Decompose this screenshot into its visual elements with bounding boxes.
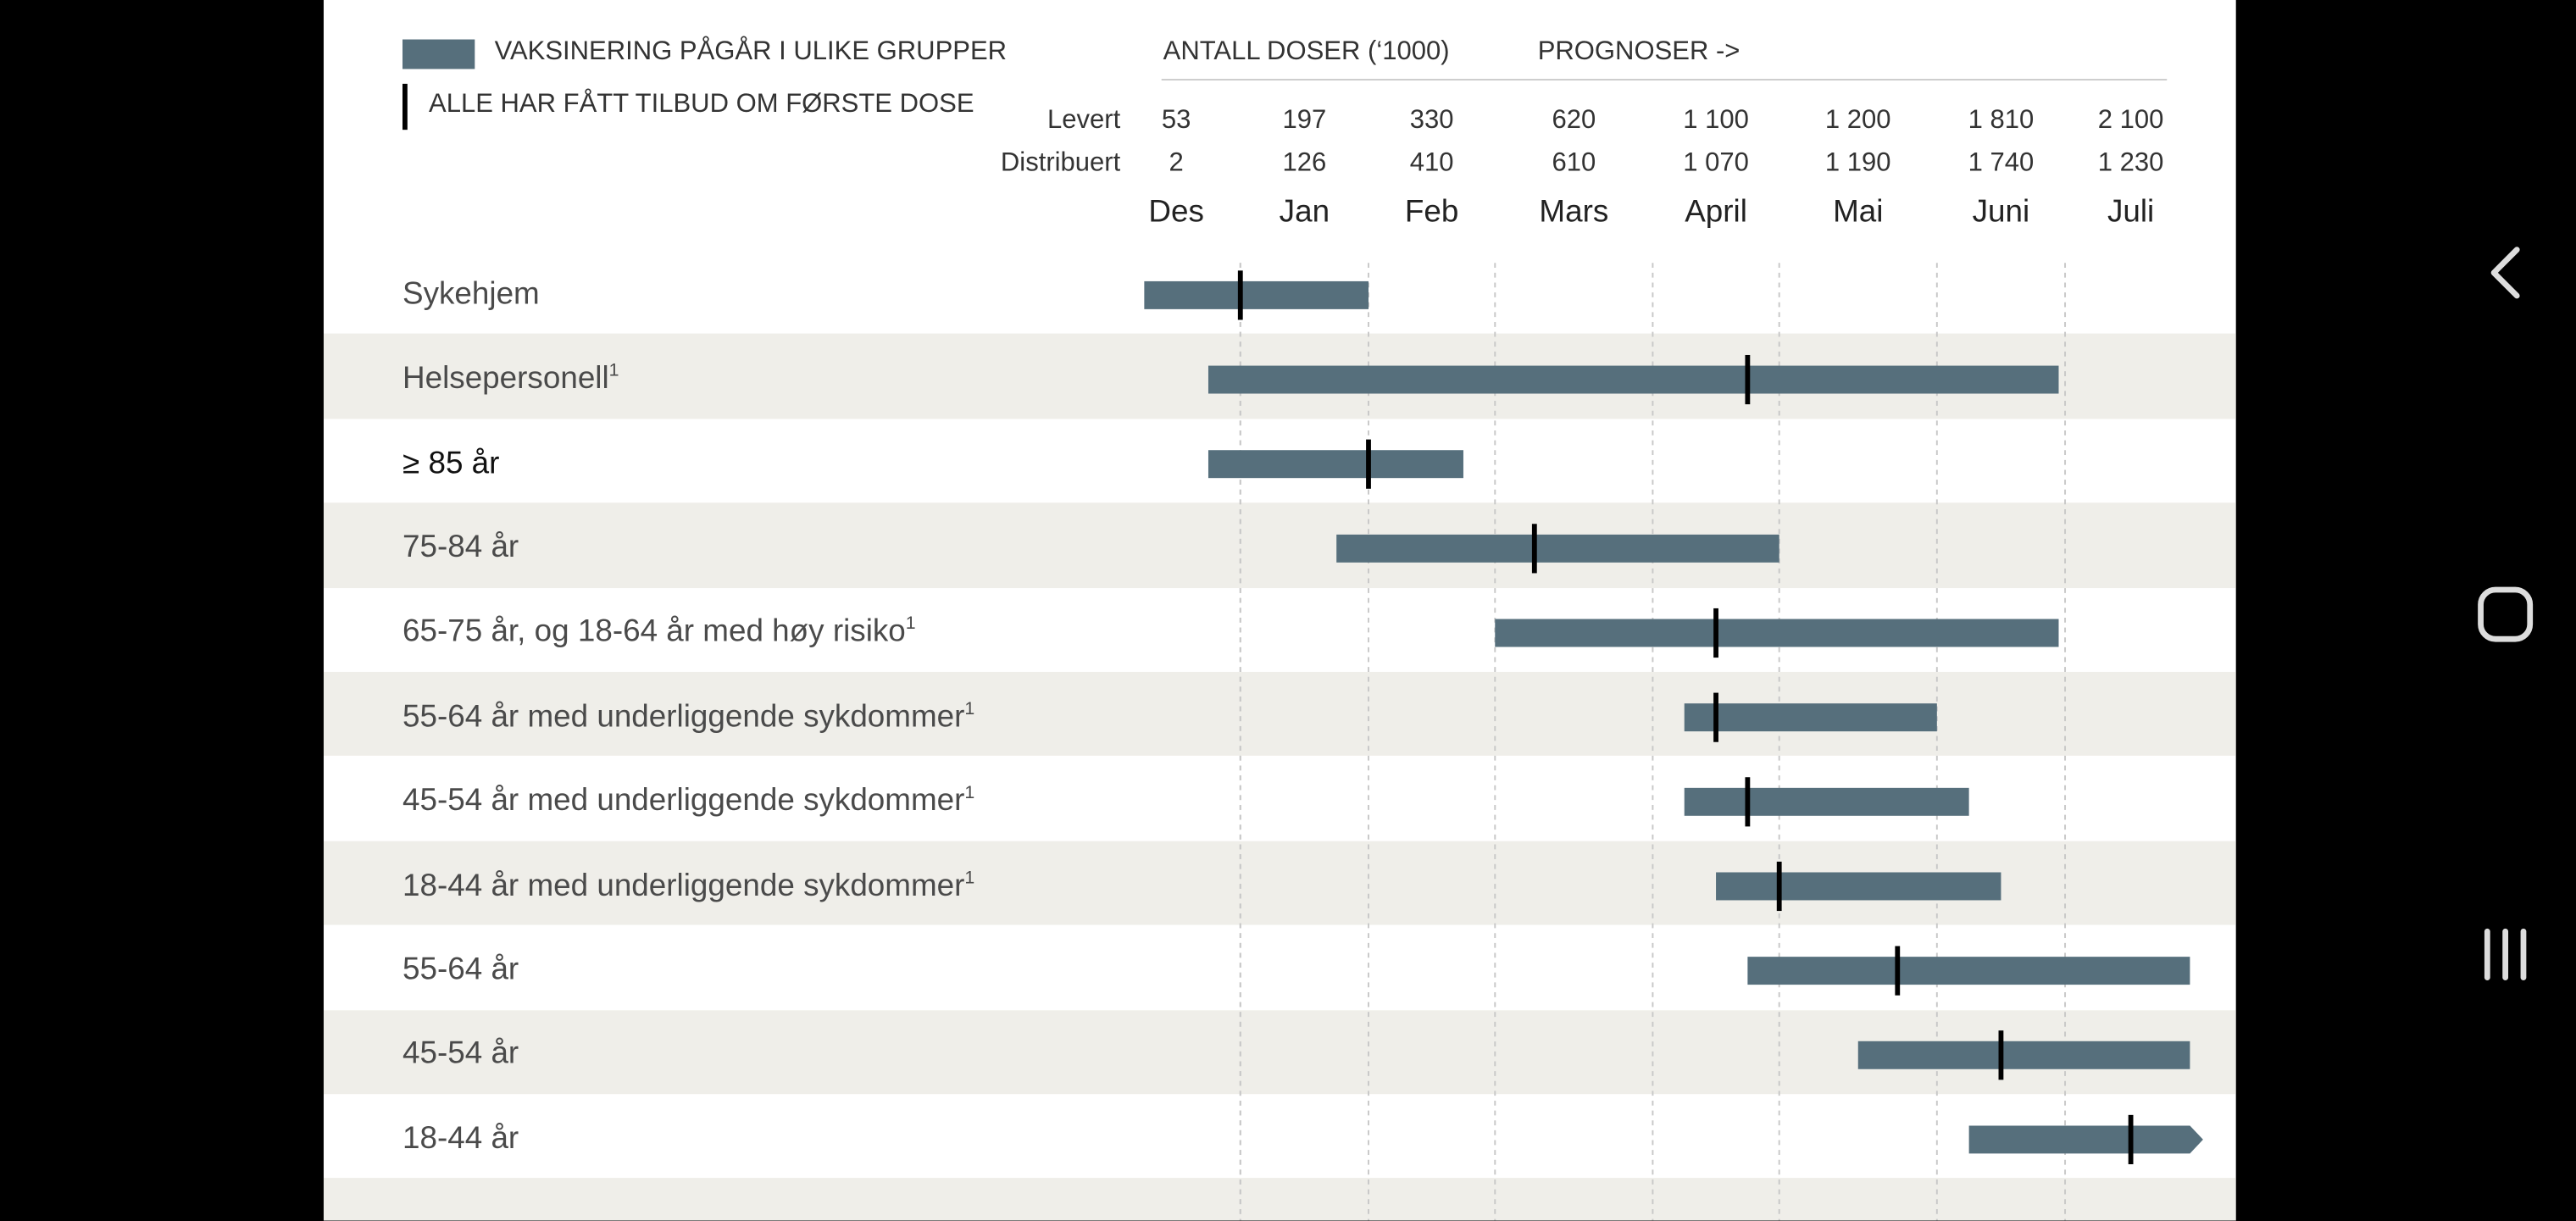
delivered-value: 1 200 (1824, 107, 1891, 135)
row-label-text: 55-64 år med underliggende sykdommer (402, 699, 965, 735)
delivered-value: 330 (1409, 107, 1454, 135)
header-divider (1161, 79, 2168, 81)
delivered-value: 620 (1552, 107, 1596, 135)
gantt-bar (1495, 619, 2059, 647)
row-label: Helsepersonell1 (402, 361, 619, 397)
gantt-bar (1336, 534, 1779, 563)
gantt-bar (1857, 1041, 2190, 1069)
forecast-title: PROGNOSER -> (1537, 37, 1740, 66)
row-band (323, 1178, 2236, 1221)
gantt-bar (1968, 1125, 2203, 1154)
first-dose-marker (1713, 608, 1718, 658)
delivered-label: Levert (1047, 107, 1121, 135)
legend-bar-swatch (402, 39, 475, 69)
month-label: Mars (1539, 195, 1609, 230)
month-label: Mai (1833, 195, 1884, 230)
delivered-value: 197 (1282, 107, 1327, 135)
month-label: April (1685, 195, 1747, 230)
row-label-text: Sykehjem (402, 277, 540, 312)
first-dose-marker (1745, 354, 1751, 405)
gantt-bar (1684, 703, 1937, 732)
gantt-bar (1684, 787, 1969, 816)
gantt-bar (1716, 872, 2001, 901)
distributed-label: Distribuert (1000, 149, 1121, 178)
month-label: Juli (2107, 195, 2155, 230)
row-label-text: 55-64 år (402, 952, 519, 987)
rounded-square-icon[interactable] (2474, 583, 2537, 646)
row-label: ≥ 85 år (402, 446, 499, 482)
legend-bar-label: VAKSINERING PÅGÅR I ULIKE GRUPPER (494, 37, 1008, 66)
first-dose-marker (1531, 524, 1537, 574)
first-dose-marker (1237, 270, 1243, 320)
distributed-value: 1 070 (1683, 149, 1749, 178)
three-bars-icon[interactable] (2478, 925, 2537, 985)
first-dose-marker (1745, 777, 1751, 827)
gantt-bar (1144, 280, 1369, 309)
footnote-marker: 1 (905, 614, 916, 635)
delivered-value: 1 100 (1683, 107, 1749, 135)
distributed-value: 2 (1169, 149, 1184, 178)
row-label: 18-44 år med underliggende sykdommer1 (402, 868, 974, 904)
legend-marker-label: ALLE HAR FÅTT TILBUD OM FØRSTE DOSE (429, 90, 974, 119)
row-label: 55-64 år med underliggende sykdommer1 (402, 699, 974, 735)
distributed-value: 610 (1552, 149, 1596, 178)
month-label: Jan (1279, 195, 1330, 230)
delivered-value: 1 810 (1968, 107, 2035, 135)
month-label: Feb (1404, 195, 1459, 230)
row-band (323, 502, 2236, 588)
chevron-left-icon[interactable] (2481, 243, 2530, 302)
vaccination-chart-panel: VAKSINERING PÅGÅR I ULIKE GRUPPER ALLE H… (323, 0, 2236, 1221)
first-dose-marker (1895, 946, 1901, 996)
gantt-bar (1208, 450, 1463, 479)
distributed-value: 126 (1282, 149, 1327, 178)
footnote-marker: 1 (964, 698, 975, 719)
row-label: 18-44 år (402, 1122, 519, 1158)
row-label-text: ≥ 85 år (402, 446, 500, 481)
legend-marker-swatch (402, 83, 408, 130)
row-label: 45-54 år (402, 1037, 519, 1074)
row-label: Sykehjem (402, 277, 540, 314)
row-label-text: 65-75 år, og 18-64 år med høy risiko (402, 614, 906, 650)
distributed-value: 1 740 (1968, 149, 2035, 178)
footnote-marker: 1 (608, 361, 619, 381)
distributed-value: 1 190 (1824, 149, 1891, 178)
first-dose-marker (1776, 861, 1782, 912)
row-label-text: 18-44 år (402, 1121, 519, 1157)
gantt-bar (1747, 957, 2190, 985)
first-dose-marker (2128, 1114, 2134, 1165)
row-label-text: 45-54 år med underliggende sykdommer (402, 784, 965, 819)
distributed-value: 1 230 (2097, 149, 2164, 178)
footnote-marker: 1 (964, 868, 975, 888)
footnote-marker: 1 (964, 783, 975, 803)
first-dose-marker (1998, 1030, 2004, 1080)
row-label: 75-84 år (402, 530, 519, 567)
row-label: 45-54 år med underliggende sykdommer1 (402, 784, 974, 820)
row-label-text: 45-54 år (402, 1036, 519, 1072)
row-label-text: Helsepersonell (402, 362, 609, 397)
delivered-value: 53 (1161, 107, 1191, 135)
doses-title: ANTALL DOSER (‘1000) (1163, 37, 1450, 66)
month-label: Des (1148, 195, 1204, 230)
row-label-text: 18-44 år med underliggende sykdommer (402, 868, 965, 903)
month-label: Juni (1972, 195, 2030, 230)
delivered-value: 2 100 (2097, 107, 2164, 135)
row-label: 55-64 år (402, 952, 519, 989)
gantt-bar (1208, 365, 2059, 394)
gantt-svg (1144, 263, 2203, 1221)
first-dose-marker (1713, 692, 1718, 742)
distributed-value: 410 (1409, 149, 1454, 178)
row-label: 65-75 år, og 18-64 år med høy risiko1 (402, 614, 916, 651)
first-dose-marker (1366, 439, 1371, 489)
row-label-text: 75-84 år (402, 530, 519, 565)
